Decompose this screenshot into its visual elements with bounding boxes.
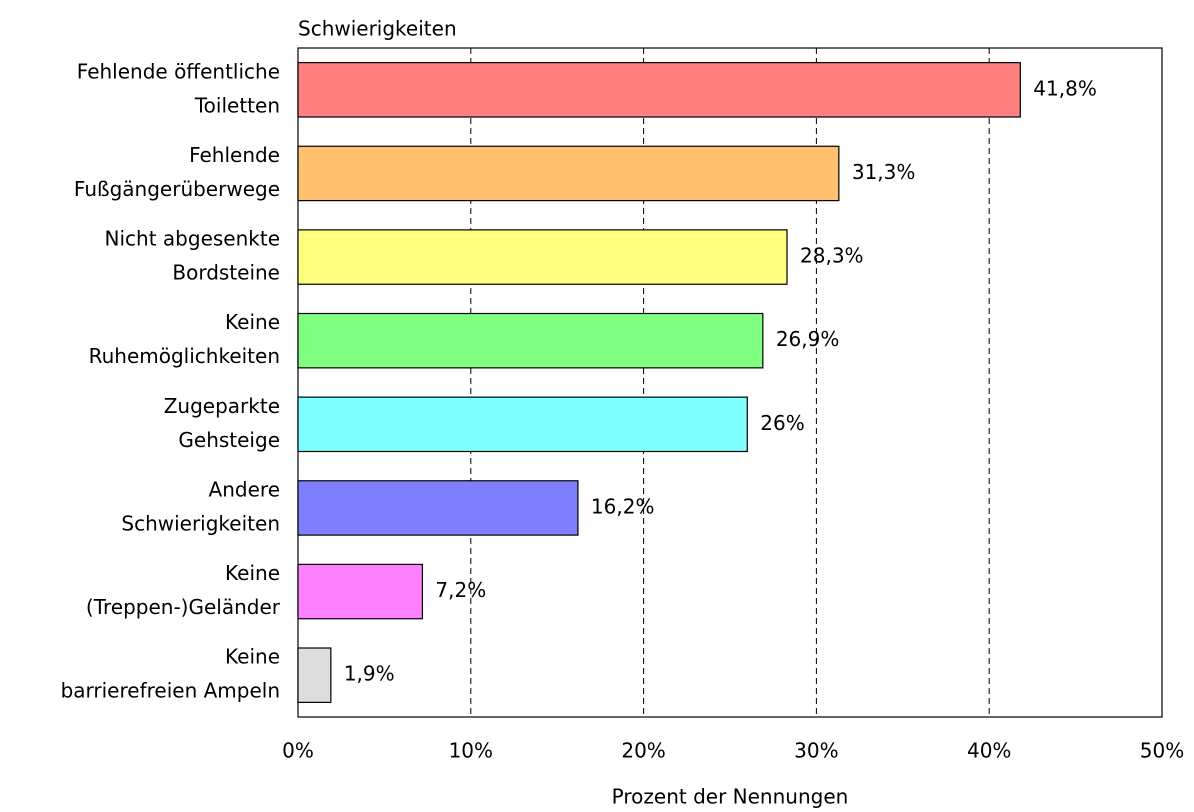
x-tick-label: 10% — [449, 739, 493, 763]
y-tick-label: Fehlende — [189, 143, 280, 167]
bar — [297, 312, 764, 369]
bar — [297, 396, 748, 453]
bar — [297, 480, 579, 536]
bar — [297, 229, 788, 285]
value-label: 26% — [760, 411, 804, 435]
bar — [297, 145, 840, 202]
value-label: 1,9% — [344, 662, 395, 686]
x-axis-label: Prozent der Nennungen — [612, 785, 849, 809]
x-tick-label: 20% — [621, 739, 665, 763]
plot-area — [297, 47, 1163, 718]
bar — [297, 62, 1021, 118]
x-tick-label: 0% — [282, 739, 314, 763]
value-label: 26,9% — [776, 327, 840, 351]
y-tick-label: Nicht abgesenkte — [105, 227, 280, 251]
y-tick-label: Gehsteige — [178, 428, 280, 452]
x-tick-label: 30% — [794, 739, 838, 763]
y-tick-label: Keine — [225, 310, 280, 334]
value-label: 16,2% — [591, 494, 655, 518]
value-label: 7,2% — [435, 578, 486, 602]
y-tick-label: Keine — [225, 645, 280, 669]
y-tick-label: Schwierigkeiten — [121, 511, 280, 535]
y-tick-label: barrierefreien Ampeln — [61, 679, 280, 703]
bar — [297, 647, 332, 703]
y-tick-label: Andere — [209, 477, 280, 501]
x-tick-label: 50% — [1140, 739, 1184, 763]
y-tick-label: Fehlende öffentliche — [77, 59, 280, 83]
bar — [297, 563, 424, 620]
y-tick-label: (Treppen-)Geländer — [86, 595, 281, 619]
y-tick-label: Zugeparkte — [164, 394, 280, 418]
y-tick-label: Ruhemöglichkeiten — [89, 344, 280, 368]
chart-title: Schwierigkeiten — [298, 17, 457, 41]
y-tick-label: Keine — [225, 561, 280, 585]
y-tick-label: Bordsteine — [172, 261, 280, 285]
value-label: 28,3% — [800, 244, 864, 268]
value-label: 41,8% — [1033, 76, 1097, 100]
y-tick-label: Fußgängerüberwege — [74, 177, 280, 201]
x-tick-label: 40% — [967, 739, 1011, 763]
y-tick-label: Toiletten — [194, 93, 280, 117]
value-label: 31,3% — [852, 160, 916, 184]
